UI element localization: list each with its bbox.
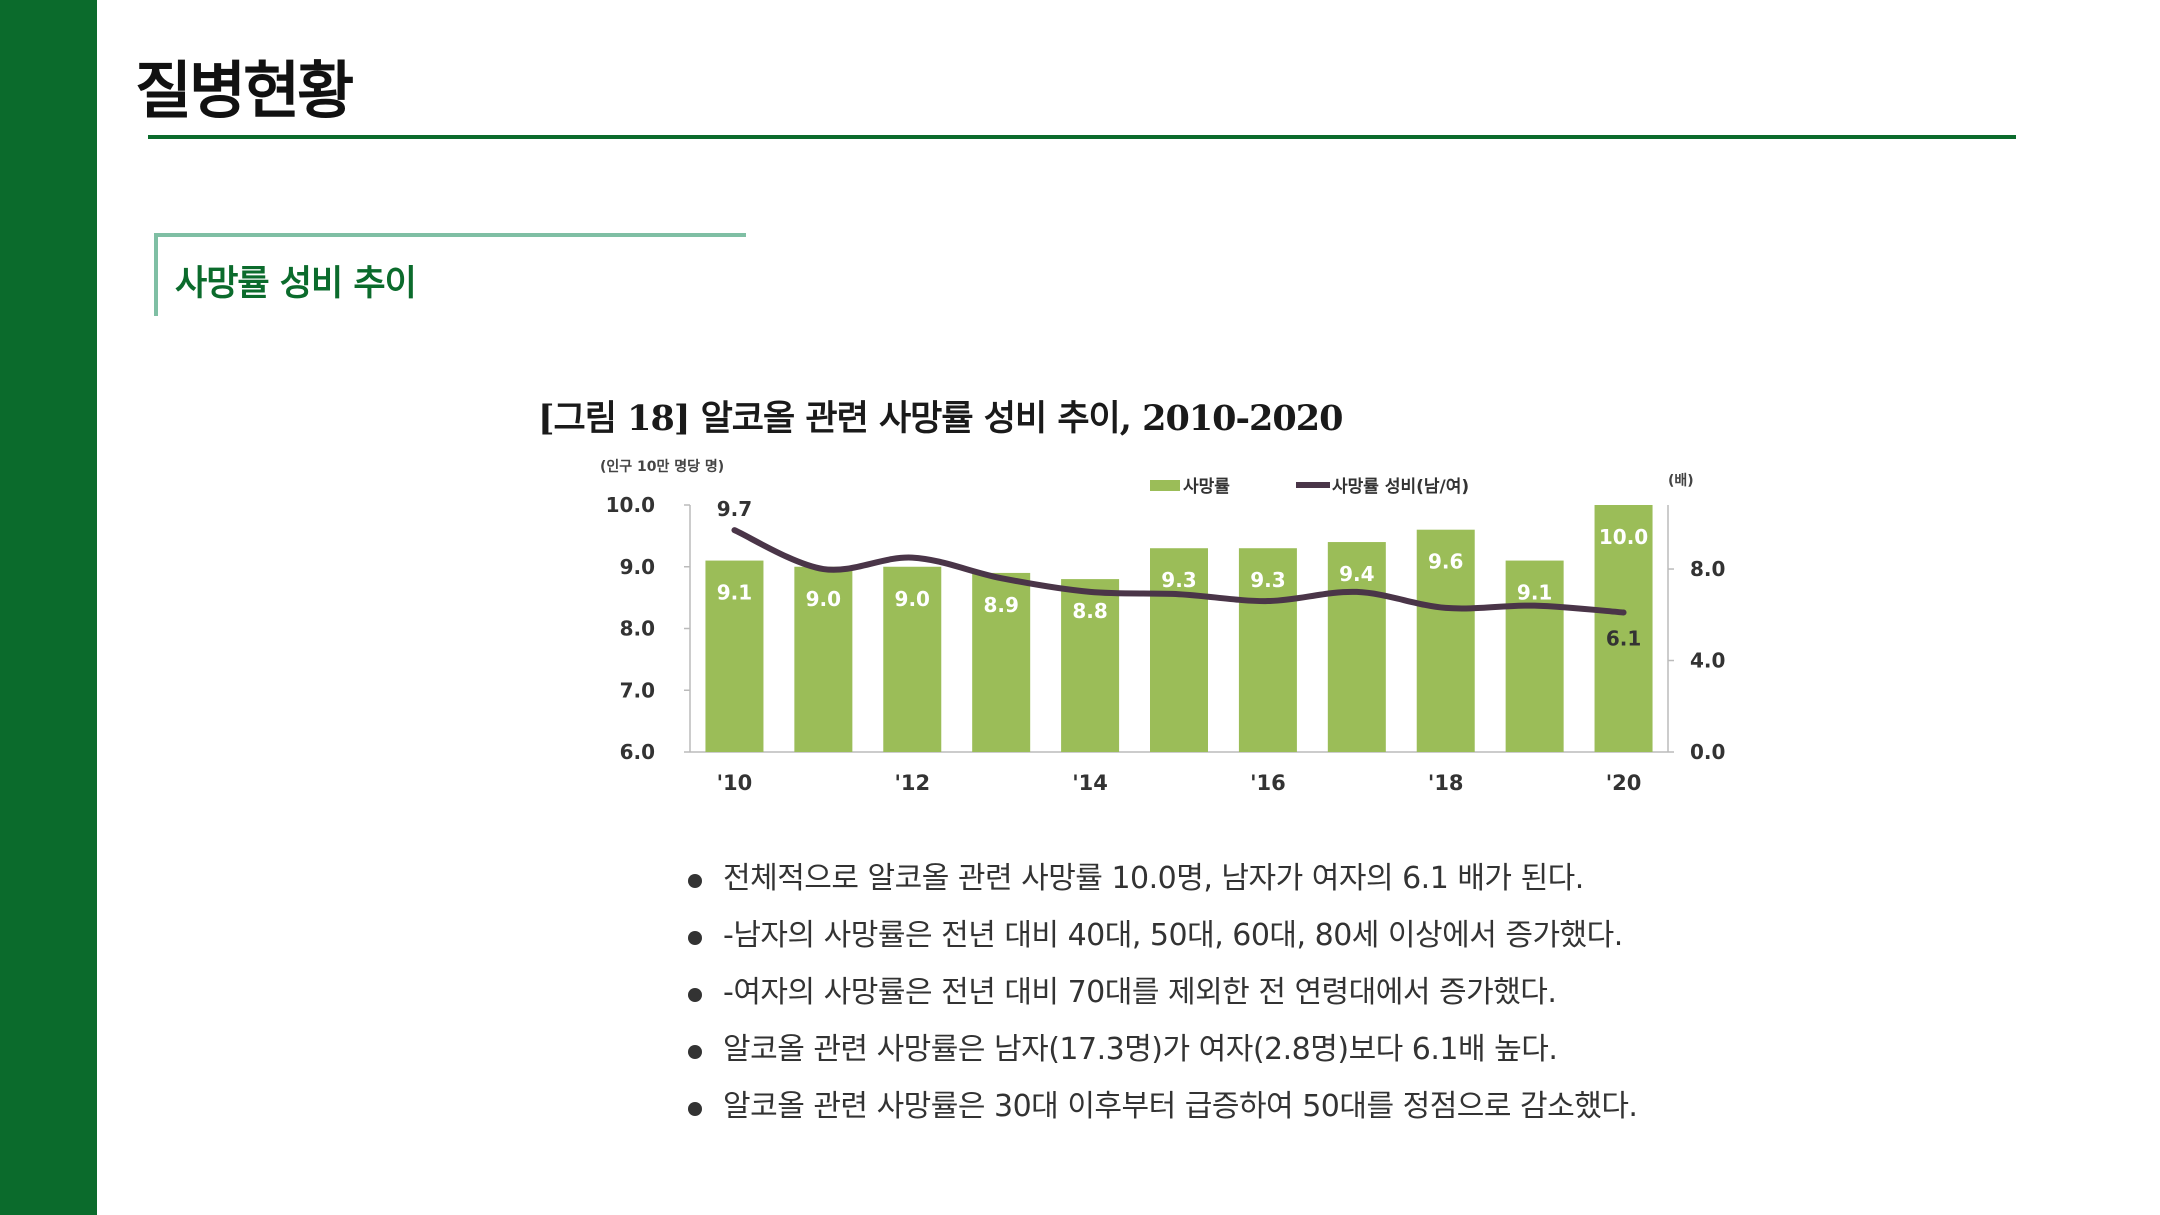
- bar-value-label: 9.0: [806, 587, 841, 611]
- bullet-text: 알코올 관련 사망률은 30대 이후부터 급증하여 50대를 정점으로 감소했다…: [723, 1089, 1638, 1124]
- bar: [705, 560, 764, 752]
- bullet-item: 알코올 관련 사망률은 남자(17.3명)가 여자(2.8명)보다 6.1배 높…: [688, 1021, 1637, 1078]
- bar: [1594, 505, 1653, 752]
- bullet-item: 전체적으로 알코올 관련 사망률 10.0명, 남자가 여자의 6.1 배가 된…: [688, 850, 1637, 907]
- legend-bar-label: 사망률: [1183, 477, 1230, 497]
- bar: [1505, 560, 1564, 752]
- bar-value-label: 9.3: [1161, 568, 1196, 592]
- line-value-label: 6.1: [1606, 626, 1641, 650]
- bar-value-label: 9.1: [717, 581, 752, 605]
- y-tick-label: 6.0: [620, 740, 655, 764]
- y2-tick-label: 0.0: [1690, 740, 1725, 764]
- bullet-dot: [688, 874, 702, 888]
- section-frame: [154, 233, 746, 316]
- x-tick-label: '20: [1606, 771, 1642, 795]
- bar-value-label: 10.0: [1599, 525, 1648, 549]
- y-tick-label: 10.0: [606, 493, 655, 517]
- bullet-dot: [688, 988, 702, 1002]
- y-tick-label: 9.0: [620, 555, 655, 579]
- bullet-text: -여자의 사망률은 전년 대비 70대를 제외한 전 연령대에서 증가했다.: [723, 975, 1557, 1010]
- bullet-dot: [688, 1102, 702, 1116]
- bar-value-label: 9.0: [895, 587, 930, 611]
- legend-bar-swatch: [1150, 480, 1180, 491]
- bullet-text: -남자의 사망률은 전년 대비 40대, 50대, 60대, 80세 이상에서 …: [723, 918, 1623, 953]
- bar-value-label: 8.9: [983, 593, 1018, 617]
- bar: [883, 566, 942, 752]
- bar-value-label: 9.3: [1250, 568, 1285, 592]
- bar: [794, 566, 853, 752]
- y2-tick-label: 4.0: [1690, 649, 1725, 673]
- bar: [1061, 579, 1120, 752]
- x-tick-label: '12: [894, 771, 930, 795]
- left-accent-bar: [0, 0, 97, 1215]
- line-value-label: 9.7: [717, 497, 752, 521]
- x-tick-label: '10: [717, 771, 753, 795]
- bullet-list: 전체적으로 알코올 관련 사망률 10.0명, 남자가 여자의 6.1 배가 된…: [688, 850, 1638, 1135]
- bar: [1150, 548, 1208, 752]
- bullet-dot: [688, 1045, 702, 1059]
- bar: [1327, 542, 1386, 752]
- x-tick-label: '14: [1072, 771, 1108, 795]
- bar-value-label: 8.8: [1072, 599, 1107, 623]
- section-label: 사망률 성비 추이: [175, 264, 417, 304]
- y-tick-label: 8.0: [620, 617, 655, 641]
- bar-value-label: 9.4: [1339, 562, 1374, 586]
- bullet-dot: [688, 931, 702, 945]
- right-axis-unit: (배): [1668, 473, 1694, 489]
- bullet-text: 알코올 관련 사망률은 남자(17.3명)가 여자(2.8명)보다 6.1배 높…: [723, 1032, 1558, 1067]
- bar: [1238, 548, 1297, 752]
- y-tick-label: 7.0: [620, 678, 655, 702]
- bar: [972, 572, 1031, 752]
- sex-ratio-line: [731, 527, 1627, 616]
- page-title: 질병현황: [135, 54, 354, 127]
- x-tick-label: '16: [1250, 771, 1286, 795]
- bullet-text: 전체적으로 알코올 관련 사망률 10.0명, 남자가 여자의 6.1 배가 된…: [723, 861, 1584, 896]
- bullet-item: -남자의 사망률은 전년 대비 40대, 50대, 60대, 80세 이상에서 …: [688, 907, 1637, 964]
- bar-value-label: 9.6: [1428, 550, 1463, 574]
- bullet-item: -여자의 사망률은 전년 대비 70대를 제외한 전 연령대에서 증가했다.: [688, 964, 1637, 1021]
- bar: [1416, 529, 1475, 752]
- bar-value-label: 9.1: [1517, 581, 1552, 605]
- legend-line-label: 사망률 성비(남/여): [1332, 477, 1469, 497]
- figure-title: [그림 18] 알코올 관련 사망률 성비 추이, 2010-2020: [538, 398, 1343, 439]
- y2-tick-label: 8.0: [1690, 557, 1725, 581]
- bullet-item: 알코올 관련 사망률은 30대 이후부터 급증하여 50대를 정점으로 감소했다…: [688, 1078, 1638, 1135]
- left-axis-unit: (인구 10만 명당 명): [600, 458, 724, 475]
- title-divider: [148, 135, 2016, 139]
- x-tick-label: '18: [1428, 771, 1464, 795]
